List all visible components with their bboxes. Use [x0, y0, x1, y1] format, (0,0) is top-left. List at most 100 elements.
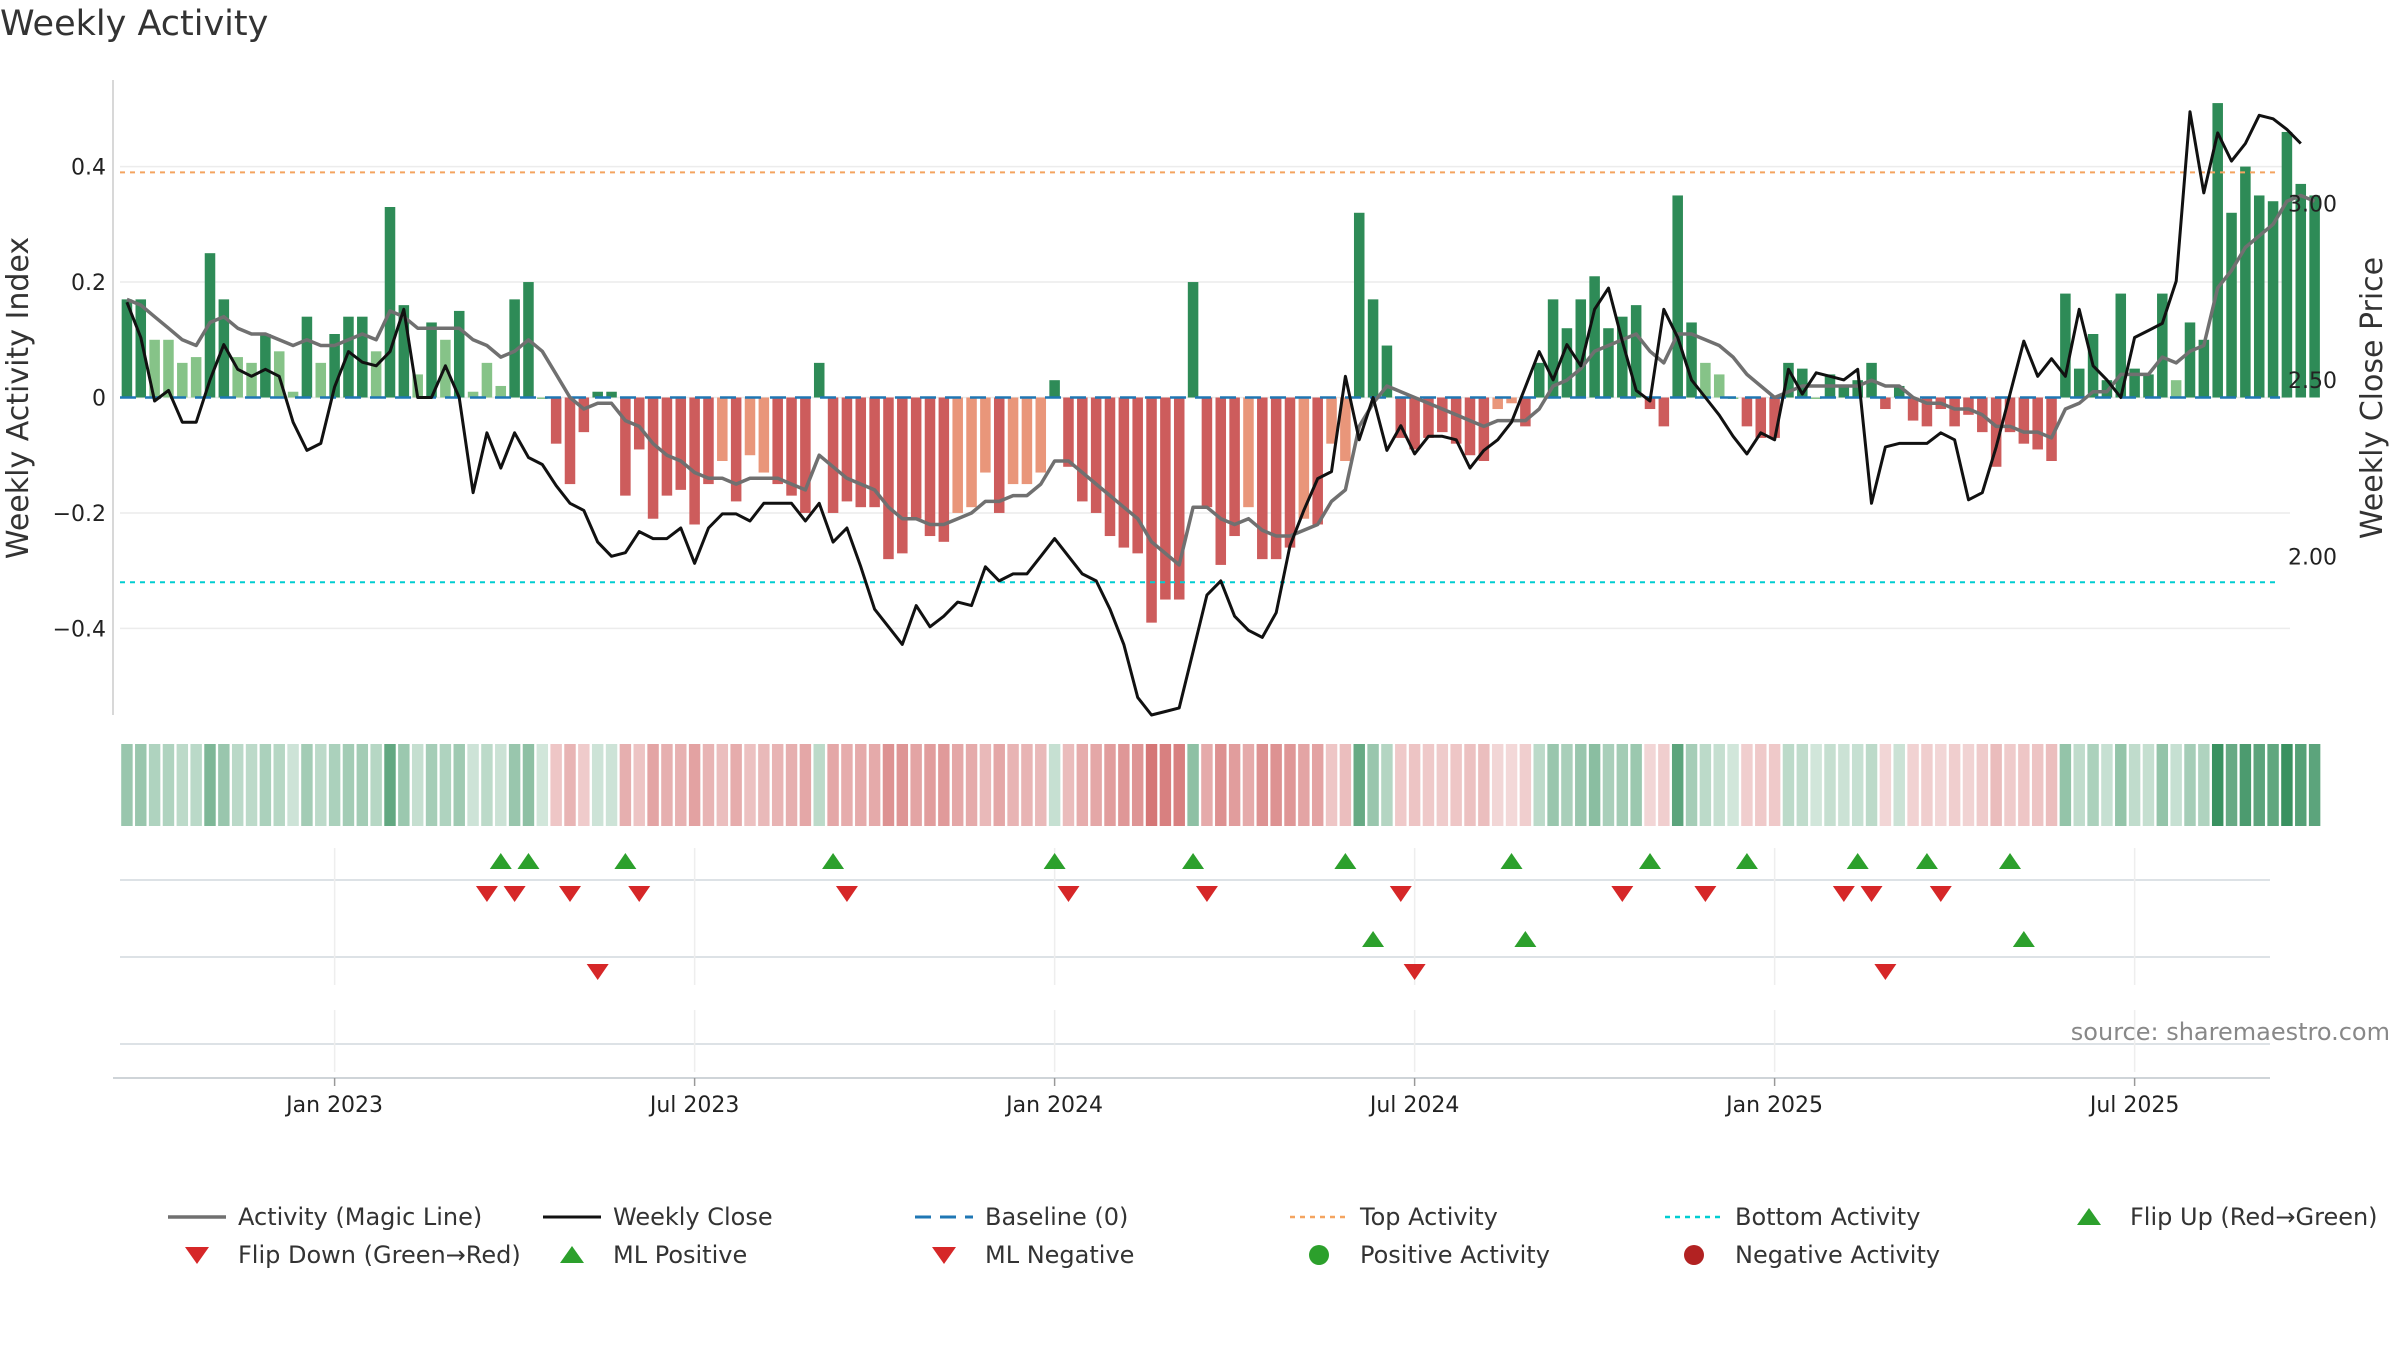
activity-bar: [1769, 397, 1780, 438]
heat-strip-cell: [1658, 744, 1670, 826]
activity-bar: [1021, 397, 1033, 485]
x-tick-label: Jul 2025: [2088, 1093, 2180, 1118]
heat-strip-cell: [1755, 744, 1767, 826]
activity-bar: [2267, 201, 2279, 398]
heat-strip-cell: [273, 744, 285, 826]
flip-up-marker: [1182, 853, 1205, 869]
lines-layer: [120, 110, 2316, 717]
chart-title: Weekly Activity: [0, 4, 269, 44]
heat-strip-cell: [1879, 744, 1892, 826]
ml-positive-marker: [2012, 931, 2035, 947]
activity-bar: [1990, 397, 2002, 467]
heat-strip-cell: [176, 744, 189, 826]
heat-strip-cell: [1159, 744, 1172, 826]
heat-strip-cell: [1048, 744, 1061, 826]
activity-bar: [2060, 293, 2071, 398]
legend-item-bottom: Bottom Activity: [1665, 1203, 1920, 1231]
heat-strip-cell: [148, 744, 161, 826]
heat-strip-cell: [2170, 744, 2182, 826]
activity-bar: [2184, 322, 2196, 398]
heat-strip-cell: [1298, 744, 1310, 826]
legend-label: Baseline (0): [985, 1203, 1128, 1231]
activity-bar: [786, 397, 797, 496]
activity-bar: [121, 299, 133, 398]
activity-bar: [1270, 397, 1282, 560]
heat-strip-cell: [785, 744, 798, 826]
activity-bar: [550, 397, 562, 444]
heat-strip-cell: [1145, 744, 1158, 826]
y2-tick-label: 2.00: [2288, 545, 2337, 570]
legend-label: Activity (Magic Line): [238, 1203, 482, 1231]
flip-down-marker: [1860, 886, 1883, 902]
heat-strip-cell: [287, 744, 299, 826]
activity-bar: [1077, 397, 1088, 502]
heat-strip-cell: [758, 744, 770, 826]
activity-bar: [1423, 397, 1434, 438]
heat-strip-cell: [1131, 744, 1144, 826]
heat-strip-cell: [439, 744, 452, 826]
heat-strip-cell: [730, 744, 742, 826]
heat-strip-cell: [2004, 744, 2016, 826]
legend-item-baseline: Baseline (0): [915, 1203, 1128, 1231]
heat-strip-cell: [661, 744, 673, 826]
activity-bar: [1146, 397, 1157, 623]
activity-bar: [869, 397, 880, 508]
activity-bar: [1340, 397, 1351, 461]
flip-up-marker: [1500, 853, 1523, 869]
legend-label: Top Activity: [1359, 1203, 1498, 1231]
activity-bar: [966, 397, 977, 508]
heat-strip-cell: [2211, 744, 2224, 826]
activity-bar: [633, 397, 645, 450]
activity-bar: [260, 334, 271, 398]
activity-bar: [537, 397, 548, 399]
legend-swatch: [185, 1247, 209, 1264]
heat-strip-cell: [1893, 744, 1905, 826]
heat-strip-cell: [688, 744, 701, 826]
x-tick-label: Jan 2023: [284, 1093, 383, 1118]
activity-bar: [1644, 397, 1656, 410]
heat-strip-cell: [1644, 744, 1656, 826]
activity-bar: [897, 397, 908, 554]
activity-bar: [2295, 183, 2307, 398]
activity-bar: [827, 397, 839, 513]
legend-label: Positive Activity: [1360, 1241, 1550, 1269]
heat-strip-cell: [342, 744, 355, 826]
flip-down-marker: [1057, 886, 1080, 902]
activity-bar: [1450, 397, 1462, 444]
heat-strip-cell: [1824, 744, 1836, 826]
activity-bar: [910, 397, 922, 519]
activity-bar: [980, 397, 991, 473]
y-tick-label: −0.4: [53, 617, 106, 642]
activity-bar: [1783, 362, 1794, 398]
activity-bar: [1921, 397, 1933, 427]
heat-strip-cell: [328, 744, 341, 826]
flip-down-marker: [1389, 886, 1412, 902]
heat-strip-cell: [2253, 744, 2265, 826]
y-axis-title: Weekly Activity Index: [1, 237, 36, 559]
activity-bar: [1215, 397, 1227, 565]
heat-strip-cell: [1851, 744, 1864, 826]
heat-strip-cell: [771, 744, 784, 826]
heat-strip-cell: [495, 744, 507, 826]
heat-strip-cell: [1090, 744, 1102, 826]
legend-label: Flip Down (Green→Red): [238, 1241, 521, 1269]
heat-strip-cell: [301, 744, 313, 826]
heat-strip-cell: [1575, 744, 1587, 826]
activity-bar: [1907, 397, 1919, 421]
activity-bar: [675, 397, 687, 490]
heat-strip-cell: [827, 744, 839, 826]
activity-bar: [1187, 282, 1199, 398]
activity-bar: [2143, 374, 2154, 398]
heat-strip-cell: [868, 744, 881, 826]
heat-strip-cell: [591, 744, 604, 826]
legend-item-top: Top Activity: [1290, 1203, 1498, 1231]
activity-bar: [1007, 397, 1019, 485]
heat-strip-cell: [965, 744, 978, 826]
heat-strip-cell: [1256, 744, 1269, 826]
legend-swatch: [1309, 1245, 1329, 1265]
activity-bar: [467, 391, 479, 398]
activity-bar: [453, 310, 465, 398]
activity-bar: [2309, 195, 2320, 398]
heat-strip-cell: [1796, 744, 1809, 826]
flip-down-marker: [1195, 886, 1218, 902]
